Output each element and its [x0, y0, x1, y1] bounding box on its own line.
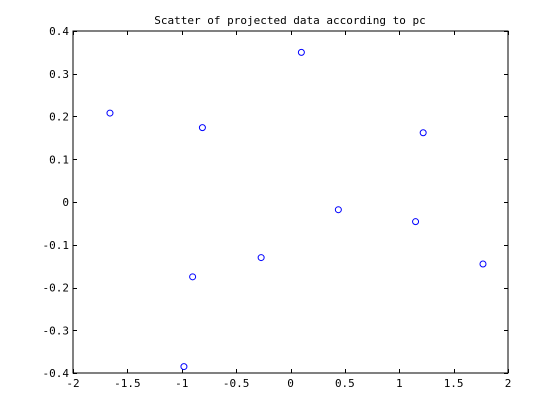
y-tick-label: -0.4 — [43, 367, 70, 380]
data-point — [257, 254, 265, 262]
x-tick-label: 1.5 — [444, 377, 464, 390]
x-tick-label: 0 — [287, 377, 294, 390]
plot-area — [72, 30, 509, 374]
chart-title: Scatter of projected data according to p… — [154, 14, 426, 27]
y-tick-label: -0.3 — [43, 324, 70, 337]
x-tick-label: -1.5 — [114, 377, 141, 390]
data-point — [412, 218, 420, 226]
data-point — [198, 124, 206, 132]
y-tick-label: 0.4 — [49, 25, 69, 38]
x-tick-label: -2 — [66, 377, 79, 390]
x-tick-label: 0.5 — [335, 377, 355, 390]
y-tick-label: 0 — [62, 196, 69, 209]
x-tick-label: 2 — [505, 377, 512, 390]
y-tick-label: 0.3 — [49, 68, 69, 81]
data-point — [334, 206, 342, 214]
y-tick-label: 0.2 — [49, 111, 69, 124]
data-point — [297, 48, 305, 56]
x-tick-label: 1 — [396, 377, 403, 390]
y-axis: -0.4 -0.3 -0.2 -0.1 0 0.1 0.2 0.3 0.4 — [43, 25, 508, 380]
data-point — [479, 260, 487, 268]
y-tick-label: 0.1 — [49, 153, 69, 166]
x-tick-label: -1 — [175, 377, 188, 390]
y-tick-label: -0.2 — [43, 282, 70, 295]
data-points — [106, 48, 487, 371]
data-point — [419, 129, 427, 137]
y-tick-label: -0.1 — [43, 239, 70, 252]
data-point — [180, 363, 188, 371]
data-point — [106, 109, 114, 117]
x-tick-label: -0.5 — [223, 377, 250, 390]
x-axis: -2 -1.5 -1 -0.5 0 0.5 1 1.5 2 — [66, 31, 511, 390]
data-point — [189, 273, 197, 281]
